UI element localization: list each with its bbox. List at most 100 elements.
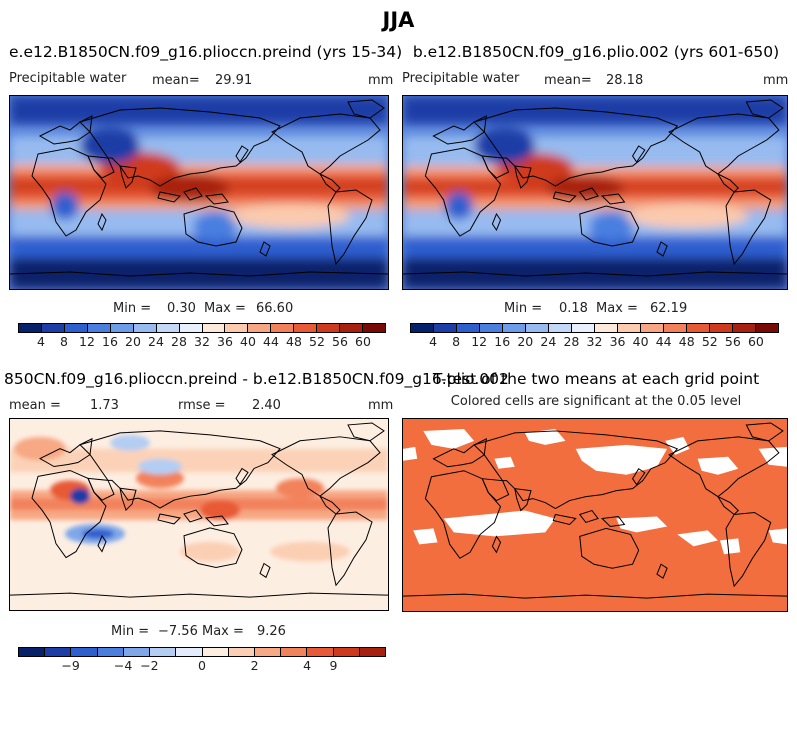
panel-1-colorbar-swatch [225,324,249,332]
panel-1-colorbar-swatch [87,324,111,332]
panel-1-min-value: 0.30 [167,301,196,316]
panel-1-max-value: 66.60 [256,301,294,316]
panel-1-units: mm [368,73,394,88]
panel-2-colorbar-tick-label: 40 [632,334,649,349]
panel-1-max-label: Max = [204,301,246,316]
panel-1-colorbar-swatch [294,324,318,332]
panel-2-units: mm [763,73,789,88]
panel-2-colorbar-swatch [595,324,618,332]
panel-1-colorbar-swatch [271,324,295,332]
panel-1-colorbar-swatch [110,324,134,332]
panel-1-colorbar-swatch [133,324,157,332]
panel-3-colorbar-swatch [202,648,229,656]
panel-3-colorbar-swatch [333,648,360,656]
panel-2-colorbar-swatch [687,324,710,332]
panel-2-colorbar-tick-label: 60 [747,334,764,349]
panel-1-colorbar-swatch [317,324,341,332]
panel-2-colorbar-swatch [549,324,572,332]
panel-3-colorbar-swatch [254,648,282,656]
panel-2-colorbar-swatch [710,324,733,332]
panel-1-colorbar-tick-label: 56 [332,334,348,349]
panel-3-colorbar-swatch [307,648,334,656]
panel-3-map [9,418,389,611]
panel-2-colorbar-tick-label: 28 [563,334,580,349]
panel-1-colorbar-swatch [363,324,385,332]
panel-1-colorbar-tick-label: 12 [79,334,95,349]
panel-3-colorbar-swatch [150,648,177,656]
panel-3-colorbar-tick-label: −9 [61,658,80,673]
panel-2-colorbar-swatch [503,324,526,332]
panel-3-colorbar-swatch [97,648,124,656]
panel-3-rmse-value: 2.40 [252,398,281,413]
panel-2-colorbar-ticks: 4 8 12 16 20 24 28 32 36 40 44 48 52 56 60 [410,334,779,350]
panel-4-title: T-test of the two means at each grid poi… [432,370,760,388]
panel-3-colorbar-tick-label: 0 [198,658,206,673]
panel-3-mean-label: mean = [9,398,61,413]
panel-3-colorbar-tick-label: 9 [329,658,338,673]
panel-2-colorbar-tick-label: 20 [517,334,534,349]
panel-2-max-value: 62.19 [650,301,688,316]
panel-2-title: b.e12.B1850CN.f09_g16.plio.002 (yrs 601-… [412,43,780,61]
panel-2-colorbar-swatch [434,324,457,332]
panel-2-colorbar-tick-label: 24 [540,334,557,349]
panel-3-colorbar-ticks: −9 −4 −2 0 2 4 9 [18,658,386,674]
panel-3-colorbar-tick-label: −2 [140,658,159,673]
panel-2-map [402,95,788,290]
panel-1-colorbar-tick-label: 32 [194,334,210,349]
panel-2-variable: Precipitable water [402,71,520,86]
panel-2-mean-value: 28.18 [606,73,644,88]
panel-1-colorbar-swatch [202,324,226,332]
panel-2-colorbar-tick-label: 44 [655,334,672,349]
panel-2-min-label: Min = [504,301,543,316]
panel-1-min-label: Min = [113,301,152,316]
panel-2-mean-label: mean= [544,73,592,88]
panel-2-colorbar-tick-label: 4 [429,334,438,349]
panel-4-subtitle: Colored cells are significant at the 0.0… [450,394,742,409]
panel-4-map [402,418,788,612]
panel-3-colorbar-swatch [281,648,308,656]
panel-2-colorbar-swatch [411,324,434,332]
panel-1-colorbar-swatch [19,324,42,332]
panel-2-colorbar-tick-label: 16 [494,334,511,349]
panel-2-colorbar-swatch [756,324,778,332]
panel-2-colorbar [410,323,779,333]
panel-1-mean-value: 29.91 [215,73,253,88]
panel-3-units: mm [368,398,394,413]
panel-3-min-label: Min = [111,624,150,639]
panel-2-colorbar-tick-label: 52 [701,334,718,349]
panel-1-variable: Precipitable water [9,71,127,86]
panel-2-colorbar-swatch [733,324,756,332]
panel-1-colorbar-ticks: 4 8 12 16 20 24 28 32 36 40 44 48 52 56 60 [18,334,386,350]
panel-3-max-value: 9.26 [257,624,286,639]
panel-1-colorbar-tick-label: 24 [148,334,164,349]
panel-2-colorbar-tick-label: 8 [452,334,461,349]
figure-title: JJA [382,8,415,32]
panel-2-colorbar-tick-label: 56 [724,334,741,349]
panel-2-colorbar-tick-label: 36 [609,334,626,349]
panel-2-colorbar-tick-label: 48 [678,334,695,349]
panel-1-title: e.e12.B1850CN.f09_g16.plioccn.preind (yr… [9,43,403,61]
panel-2-colorbar-swatch [457,324,480,332]
panel-3-max-label: Max = [202,624,244,639]
panel-1-colorbar-tick-label: 8 [60,334,68,349]
panel-2-colorbar-swatch [526,324,549,332]
panel-2-colorbar-swatch [572,324,595,332]
panel-3-mean-value: 1.73 [90,398,119,413]
panel-2-colorbar-tick-label: 12 [471,334,488,349]
panel-3-colorbar-swatch [359,648,386,656]
panel-2-min-value: 0.18 [559,301,588,316]
panel-3-title: 850CN.f09_g16.plioccn.preind - b.e12.B18… [4,370,509,388]
panel-1-colorbar-swatch [179,324,203,332]
panel-1-colorbar-tick-label: 28 [171,334,187,349]
panel-1-colorbar-swatch [41,324,65,332]
panel-3-colorbar-tick-label: −4 [113,658,133,673]
panel-1-mean-label: mean= [152,73,200,88]
panel-1-colorbar-tick-label: 52 [309,334,325,349]
panel-2-colorbar-swatch [641,324,664,332]
panel-1-colorbar-tick-label: 44 [263,334,279,349]
panel-3-colorbar-swatch [176,648,203,656]
panel-2-colorbar-swatch [664,324,687,332]
panel-3-colorbar-swatch [19,648,46,656]
panel-1-colorbar-tick-label: 40 [240,334,256,349]
panel-1-colorbar-tick-label: 20 [125,334,141,349]
